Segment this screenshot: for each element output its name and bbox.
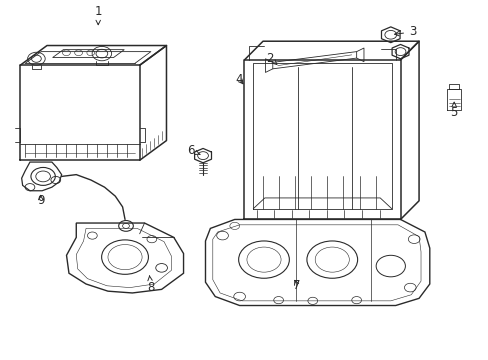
Text: 3: 3 xyxy=(394,26,416,39)
Text: 7: 7 xyxy=(293,279,300,292)
Text: 5: 5 xyxy=(449,102,457,119)
Text: 4: 4 xyxy=(235,73,243,86)
Text: 2: 2 xyxy=(265,51,276,64)
Text: 8: 8 xyxy=(147,275,154,294)
Text: 6: 6 xyxy=(187,144,200,157)
Text: 1: 1 xyxy=(94,5,102,25)
Text: 9: 9 xyxy=(37,194,44,207)
